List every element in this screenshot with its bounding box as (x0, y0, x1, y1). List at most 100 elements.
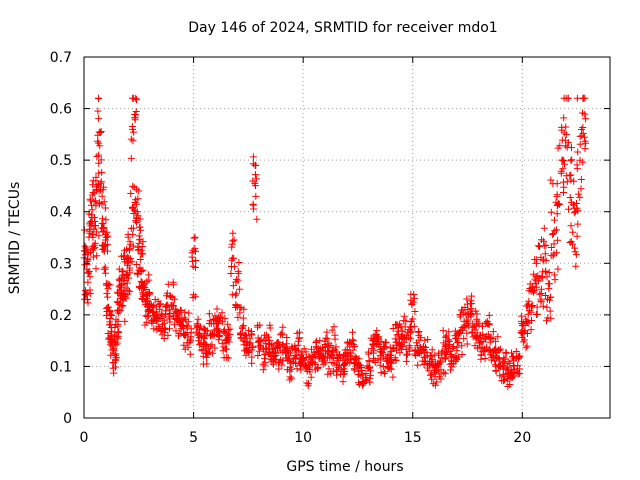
data-point (93, 152, 101, 160)
data-point (492, 361, 499, 369)
data-point (577, 176, 585, 183)
data-point (538, 274, 546, 282)
data-point (484, 330, 492, 338)
data-point (324, 370, 332, 378)
data-point (211, 344, 219, 352)
data-point (574, 220, 582, 228)
data-point (485, 320, 493, 328)
data-point (145, 289, 153, 296)
data-point (133, 96, 140, 104)
data-point (532, 259, 540, 267)
data-point (441, 370, 449, 378)
data-point (467, 297, 475, 305)
data-point (458, 351, 466, 358)
data-point (186, 338, 194, 346)
data-point (183, 321, 191, 329)
data-point (253, 215, 261, 223)
data-point (573, 161, 581, 169)
data-point (189, 262, 197, 270)
data-point (197, 323, 205, 331)
data-point (561, 160, 568, 168)
data-point (547, 176, 555, 184)
data-point (95, 115, 103, 123)
data-point (275, 365, 283, 373)
data-point (261, 358, 269, 366)
data-point (539, 302, 547, 310)
data-point (285, 352, 293, 360)
x-tick-label: 20 (513, 430, 531, 446)
data-point (202, 340, 210, 348)
data-point (492, 367, 500, 375)
data-point (373, 331, 381, 339)
data-point (143, 278, 151, 286)
data-point (205, 310, 213, 318)
y-axis-label: SRMTID / TECUs (7, 182, 23, 295)
data-point (88, 211, 96, 219)
data-point (411, 308, 419, 315)
data-point (543, 303, 551, 311)
data-point (127, 154, 135, 162)
data-point (229, 237, 237, 245)
y-tick-label: 0.7 (50, 50, 72, 66)
data-point (504, 358, 512, 366)
data-point (385, 356, 393, 364)
data-point (124, 286, 132, 294)
data-point (121, 317, 129, 325)
data-point (206, 348, 214, 356)
data-point (467, 311, 475, 319)
data-point (546, 293, 554, 301)
data-point (501, 376, 508, 384)
data-point (540, 224, 548, 232)
data-point (218, 340, 226, 348)
data-point (404, 328, 412, 336)
data-point (93, 252, 101, 260)
data-point (248, 331, 256, 339)
data-point (127, 135, 135, 143)
data-point (279, 323, 287, 331)
data-point (276, 347, 284, 355)
data-point (530, 270, 538, 278)
data-point (527, 308, 535, 316)
data-point (526, 280, 534, 288)
data-point (179, 317, 187, 325)
data-point (562, 123, 570, 131)
data-point (132, 108, 140, 115)
data-point (580, 94, 588, 102)
data-point (112, 333, 120, 341)
data-point (572, 251, 580, 259)
data-point (496, 345, 504, 353)
data-point (514, 361, 522, 369)
data-point (184, 318, 192, 326)
data-point (206, 342, 214, 350)
data-point (234, 267, 242, 275)
data-point (328, 326, 336, 334)
data-point (102, 269, 110, 277)
data-point (81, 242, 89, 250)
data-point (341, 350, 349, 358)
data-point (103, 289, 111, 297)
data-point (579, 158, 587, 166)
data-point (105, 303, 112, 311)
data-point (304, 382, 312, 390)
data-point (186, 350, 194, 358)
data-point (142, 286, 150, 293)
data-point (135, 232, 143, 240)
data-point (387, 351, 395, 359)
data-point (84, 299, 92, 307)
data-point (456, 313, 464, 321)
data-point (105, 280, 113, 288)
data-point (218, 309, 226, 317)
data-point (443, 348, 451, 356)
data-point (533, 303, 541, 311)
data-point (508, 368, 515, 376)
data-point (540, 255, 548, 263)
data-point (272, 352, 280, 359)
data-point (209, 349, 217, 357)
data-point (118, 302, 126, 310)
data-point (249, 201, 257, 209)
data-point (113, 339, 121, 347)
data-point (431, 381, 439, 389)
data-point (396, 349, 404, 357)
data-point (95, 169, 103, 177)
data-point (124, 233, 132, 241)
